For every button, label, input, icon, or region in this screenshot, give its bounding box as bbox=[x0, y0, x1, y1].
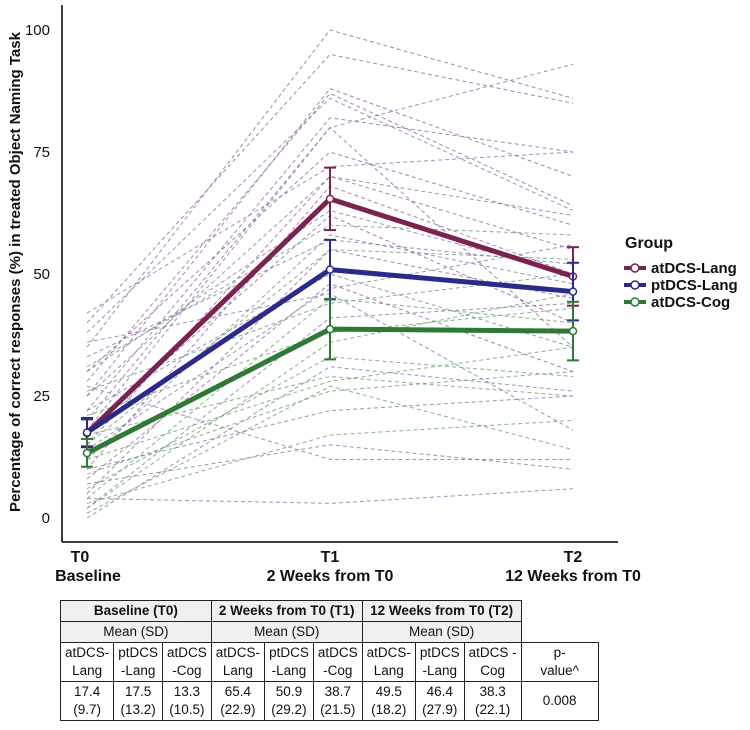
individual-line bbox=[86, 63, 574, 431]
value-cell: 65.4 (22.9) bbox=[210, 681, 266, 721]
value-cell: 50.9 (29.2) bbox=[264, 681, 314, 721]
individual-line bbox=[86, 53, 574, 324]
stat-label-1: Mean (SD) bbox=[210, 621, 363, 643]
individual-line bbox=[86, 488, 574, 504]
x-tick-code: T0 bbox=[71, 549, 90, 566]
individual-line bbox=[86, 371, 574, 475]
individual-line bbox=[86, 385, 573, 460]
y-tick-label: 75 bbox=[33, 144, 50, 161]
data-point bbox=[325, 324, 335, 334]
data-point bbox=[568, 287, 578, 296]
group-header-cell: atDCS- Lang bbox=[59, 642, 115, 682]
individual-line bbox=[86, 385, 574, 514]
individual-line bbox=[86, 117, 574, 411]
table-value-row: 17.4 (9.7) 17.5 (13.2) 13.3 (10.5) 65.4 (22.9) 5… bbox=[59, 681, 599, 721]
legend-swatch-point bbox=[630, 280, 640, 290]
y-tick-label: 0 bbox=[42, 510, 50, 527]
individual-line bbox=[86, 419, 574, 504]
table-stat-row: Mean (SD) Mean (SD) Mean (SD) bbox=[60, 621, 599, 643]
value-cell: 38.7 (21.5) bbox=[312, 681, 363, 721]
x-ticks: T0 Baseline T1 2 Weeks from T0 T2 12 Weeks fr… bbox=[55, 549, 641, 585]
table-group-row: atDCS- Lang ptDCS -Lang atDCS -Cog atDCS- Lang p… bbox=[59, 642, 599, 682]
timepoint-header-0: Baseline (T0) bbox=[60, 600, 212, 622]
axes bbox=[61, 5, 618, 543]
x-tick-code: T2 bbox=[564, 549, 583, 566]
legend-title: Group bbox=[625, 235, 673, 252]
individual-line bbox=[86, 92, 574, 382]
legend-label: atDCS-Cog bbox=[651, 294, 730, 311]
individual-line bbox=[86, 356, 574, 490]
individual-line bbox=[86, 346, 574, 460]
legend-label: atDCS-Lang bbox=[651, 260, 737, 277]
individual-line bbox=[86, 273, 574, 412]
individual-line bbox=[86, 97, 574, 333]
x-tick-label: 12 Weeks from T0 bbox=[505, 568, 641, 585]
timepoint-header-1: 2 Weeks from T0 (T1) bbox=[210, 600, 363, 622]
data-point bbox=[82, 428, 92, 437]
group-header-cell: atDCS -Cog bbox=[162, 642, 212, 682]
pvalue-header: p-value^ bbox=[520, 642, 599, 682]
legend-swatch-point bbox=[630, 297, 640, 307]
group-header-cell: ptDCS -Lang bbox=[264, 642, 314, 682]
y-tick-label: 25 bbox=[33, 388, 50, 405]
individual-line bbox=[86, 366, 574, 519]
data-point bbox=[568, 326, 578, 336]
value-cell: 46.4 (27.9) bbox=[414, 681, 465, 721]
y-tick-label: 100 bbox=[25, 22, 50, 39]
group-header-cell: atDCS- Lang bbox=[361, 642, 416, 682]
table-header-row: Baseline (T0) 2 Weeks from T0 (T1) 12 We… bbox=[60, 600, 599, 622]
group-header-cell: atDCS - Cog bbox=[463, 642, 522, 682]
individual-line bbox=[86, 395, 574, 470]
data-point bbox=[325, 194, 335, 204]
y-axis-title: Percentage of correct responses (%) in t… bbox=[7, 31, 24, 512]
legend-label: ptDCS-Lang bbox=[651, 277, 738, 294]
pvalue-cell: 0.008 bbox=[520, 681, 599, 721]
x-tick-code: T1 bbox=[321, 549, 340, 566]
individual-line bbox=[86, 234, 574, 460]
y-ticks: 0 25 50 75 100 bbox=[25, 22, 50, 527]
value-cell: 13.3 (10.5) bbox=[162, 681, 212, 721]
value-cell: 49.5 (18.2) bbox=[361, 681, 416, 721]
data-point bbox=[325, 265, 335, 274]
individual-line bbox=[86, 307, 574, 416]
stat-label-2: Mean (SD) bbox=[361, 621, 522, 643]
timepoint-header-2: 12 Weeks from T0 (T2) bbox=[361, 600, 522, 622]
legend-swatch-point bbox=[630, 263, 640, 273]
data-point bbox=[82, 448, 92, 458]
x-tick-label: Baseline bbox=[55, 568, 121, 585]
y-tick-label: 50 bbox=[33, 266, 50, 283]
value-cell: 38.3 (22.1) bbox=[463, 681, 522, 721]
individual-line bbox=[86, 297, 574, 499]
individual-line bbox=[86, 444, 574, 485]
x-tick-label: 2 Weeks from T0 bbox=[267, 568, 394, 585]
individual-line bbox=[86, 29, 574, 348]
summary-table: Baseline (T0) 2 Weeks from T0 (T1) 12 We… bbox=[59, 600, 599, 721]
group-header-cell: atDCS -Cog bbox=[312, 642, 363, 682]
group-header-cell: atDCS- Lang bbox=[210, 642, 266, 682]
group-header-cell: ptDCS -Lang bbox=[113, 642, 164, 682]
series-layer bbox=[81, 166, 579, 468]
individual-line bbox=[86, 244, 574, 451]
line-chart: 0 25 50 75 100 T0 Baseline T1 2 Weeks from T0 T2… bbox=[7, 5, 738, 585]
value-cell: 17.5 (13.2) bbox=[113, 681, 164, 721]
group-header-cell: ptDCS -Lang bbox=[414, 642, 465, 682]
value-cell: 17.4 (9.7) bbox=[59, 681, 115, 721]
individual-line bbox=[86, 175, 574, 397]
stat-label-0: Mean (SD) bbox=[60, 621, 212, 643]
